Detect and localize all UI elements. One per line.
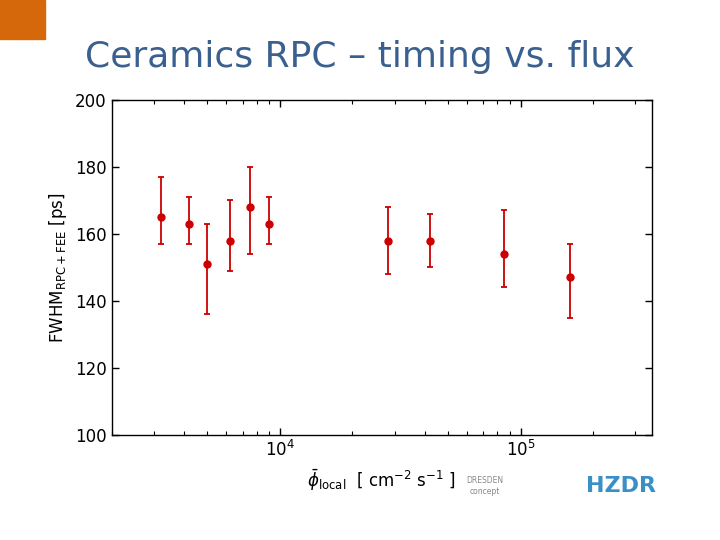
X-axis label: $\bar{\phi}_{\mathsf{local}}\ \ $[ cm$^{-2}$ s$^{-1}$ ]: $\bar{\phi}_{\mathsf{local}}\ \ $[ cm$^{… — [307, 468, 456, 494]
Text: Seite 16: Seite 16 — [10, 518, 59, 532]
Text: Dr. Lothar Naumann  |  L.Naumann@hzdr.de  |  Institut of Radiation Physics  |  w: Dr. Lothar Naumann | L.Naumann@hzdr.de |… — [299, 530, 711, 538]
Text: Mitglied der Helmholtz-Gemeinschaft: Mitglied der Helmholtz-Gemeinschaft — [478, 512, 711, 523]
Text: DRESDEN
concept: DRESDEN concept — [466, 476, 503, 496]
Text: HZDR: HZDR — [586, 476, 656, 496]
Y-axis label: FWHM$_{\mathsf{RPC+FEE}}$ [ps]: FWHM$_{\mathsf{RPC+FEE}}$ [ps] — [48, 192, 69, 342]
Text: Ceramics RPC – timing vs. flux: Ceramics RPC – timing vs. flux — [85, 40, 635, 75]
